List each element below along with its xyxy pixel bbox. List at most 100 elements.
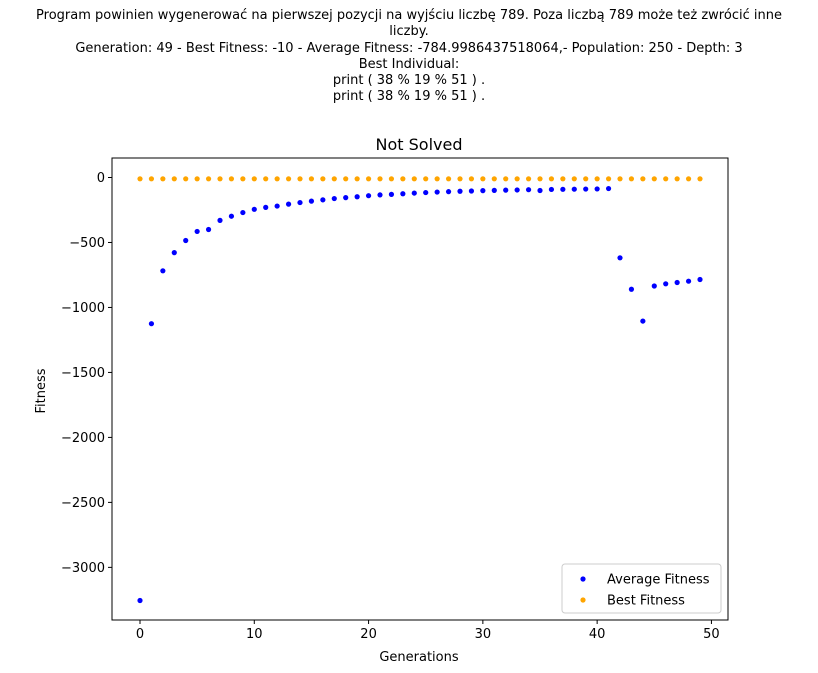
data-point <box>548 176 555 182</box>
suptitle-line: Program powinien wygenerować na pierwsze… <box>36 8 782 23</box>
x-tick-label: 10 <box>246 627 263 642</box>
x-tick-label: 20 <box>360 627 377 642</box>
data-point <box>457 188 463 194</box>
data-point <box>285 176 292 182</box>
chart-title: Not Solved <box>376 135 463 154</box>
data-point <box>583 176 589 182</box>
data-point <box>605 176 612 182</box>
data-point <box>171 176 177 182</box>
data-point <box>423 189 429 196</box>
data-point <box>160 176 166 182</box>
data-point <box>685 176 692 182</box>
data-point <box>434 189 440 195</box>
data-point <box>228 176 235 182</box>
data-point <box>171 250 177 256</box>
plot-frame <box>111 157 729 621</box>
data-point <box>308 176 315 182</box>
x-tick-label: 30 <box>475 627 492 642</box>
x-axis-label: Generations <box>379 650 459 665</box>
data-point <box>228 213 235 219</box>
data-point <box>503 176 509 182</box>
x-tick-label: 40 <box>589 627 606 642</box>
data-point <box>663 176 669 182</box>
y-tick-label: −500 <box>69 236 105 251</box>
data-point <box>320 176 326 182</box>
data-point <box>411 176 417 182</box>
data-point <box>297 199 303 206</box>
data-point <box>343 176 349 182</box>
data-point <box>445 189 452 195</box>
data-point <box>571 176 577 182</box>
data-point <box>640 318 646 324</box>
y-tick-label: −3000 <box>61 561 105 576</box>
data-point <box>640 176 646 182</box>
data-point <box>194 176 200 182</box>
suptitle-line: print ( 38 % 19 % 51 ) . <box>332 73 486 89</box>
data-point <box>537 176 543 182</box>
data-point <box>320 197 326 203</box>
data-point <box>274 176 280 182</box>
data-points <box>137 176 703 604</box>
data-point <box>205 226 212 233</box>
data-point <box>240 209 246 216</box>
data-point <box>434 176 440 182</box>
data-point <box>148 176 155 182</box>
data-point <box>297 176 303 182</box>
data-point <box>480 176 486 182</box>
data-point <box>628 286 635 292</box>
legend-box <box>561 563 722 614</box>
data-point <box>205 176 212 182</box>
data-point <box>411 190 417 196</box>
data-point <box>354 176 360 182</box>
legend-label: Average Fitness <box>607 573 710 588</box>
y-tick-label: −1000 <box>61 301 105 316</box>
data-point <box>251 206 257 212</box>
suptitle-line: liczby. <box>389 24 429 40</box>
legend-label: Best Fitness <box>607 594 685 609</box>
data-point <box>137 176 143 182</box>
data-point <box>628 176 635 182</box>
axes: 0 10 20 30 40 50 0 −500 −1000 −1500 −2000 −2500 −300… <box>61 157 729 642</box>
data-point <box>445 176 452 182</box>
y-tick-label: −2500 <box>61 496 105 511</box>
data-point <box>331 176 337 182</box>
data-point <box>583 186 589 192</box>
data-point <box>548 186 555 193</box>
data-point <box>251 176 257 182</box>
data-point <box>514 187 520 193</box>
y-tick-label: −1500 <box>61 366 105 381</box>
data-point <box>183 176 189 182</box>
data-point <box>525 187 532 193</box>
data-point <box>468 176 475 182</box>
suptitle-line: Best Individual: <box>358 56 460 72</box>
data-point <box>400 176 406 182</box>
data-point <box>663 281 669 287</box>
data-point <box>217 176 223 182</box>
data-point <box>617 176 623 182</box>
data-point <box>423 176 429 182</box>
data-point <box>560 176 566 182</box>
data-point <box>388 191 395 197</box>
data-point <box>697 276 703 283</box>
data-point <box>651 283 657 289</box>
legend-marker <box>580 597 586 603</box>
data-point <box>148 321 155 327</box>
data-point <box>274 203 280 209</box>
x-tick-label: 50 <box>703 627 720 642</box>
data-point <box>377 176 383 182</box>
data-point <box>160 268 166 274</box>
data-point <box>594 186 600 192</box>
data-point <box>514 176 520 182</box>
data-point <box>183 237 189 244</box>
data-point <box>240 176 246 182</box>
data-point <box>651 176 657 182</box>
data-point <box>525 176 532 182</box>
data-point <box>263 204 269 210</box>
y-tick-label: 0 <box>97 171 105 186</box>
data-point <box>137 597 143 604</box>
data-point <box>560 186 566 192</box>
suptitle-line: print ( 38 % 19 % 51 ) . <box>332 89 486 105</box>
data-point <box>697 176 703 182</box>
data-point <box>343 195 349 201</box>
